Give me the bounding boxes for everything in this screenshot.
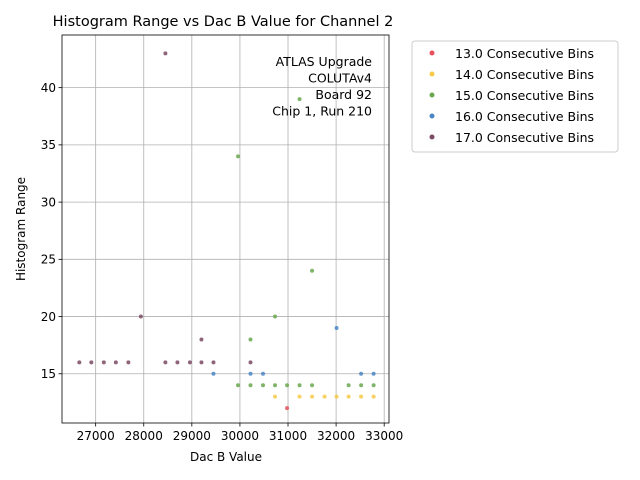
data-point-series-2 bbox=[310, 394, 315, 399]
data-point-series-2 bbox=[359, 394, 364, 399]
legend-label: 17.0 Consecutive Bins bbox=[455, 130, 594, 145]
annotation-line: COLUTAv4 bbox=[308, 71, 372, 86]
data-point-series-5 bbox=[187, 360, 192, 365]
legend-marker bbox=[429, 71, 435, 77]
legend-label: 13.0 Consecutive Bins bbox=[455, 46, 594, 61]
legend-frame bbox=[411, 40, 619, 153]
data-point-series-3 bbox=[297, 97, 302, 102]
data-point-series-4 bbox=[248, 371, 253, 376]
data-point-series-5 bbox=[101, 360, 106, 365]
data-point-series-2 bbox=[371, 394, 376, 399]
data-point-series-3 bbox=[359, 383, 364, 388]
data-point-series-3 bbox=[371, 383, 376, 388]
data-point-series-3 bbox=[297, 383, 302, 388]
data-point-series-3 bbox=[285, 383, 290, 388]
annotation-line: ATLAS Upgrade bbox=[276, 54, 373, 69]
x-tick-label: 27000 bbox=[77, 429, 115, 443]
data-point-series-3 bbox=[273, 314, 278, 319]
legend-label: 14.0 Consecutive Bins bbox=[455, 67, 594, 82]
legend-marker bbox=[429, 134, 435, 140]
data-point-series-5 bbox=[113, 360, 118, 365]
chart-title: Histogram Range vs Dac B Value for Chann… bbox=[53, 14, 394, 30]
x-tick-label: 32000 bbox=[317, 429, 355, 443]
x-tick-label: 28000 bbox=[125, 429, 163, 443]
legend: 13.0 Consecutive Bins 14.0 Consecutive Bi… bbox=[411, 40, 619, 153]
data-point-series-3 bbox=[310, 383, 315, 388]
legend-marker bbox=[429, 113, 435, 119]
data-point-series-3 bbox=[273, 383, 278, 388]
data-point-series-3 bbox=[236, 383, 241, 388]
x-tick-label: 29000 bbox=[173, 429, 211, 443]
data-point-series-5 bbox=[126, 360, 131, 365]
data-point-series-5 bbox=[199, 337, 204, 342]
data-point-series-3 bbox=[248, 383, 253, 388]
data-point-series-3 bbox=[261, 383, 266, 388]
data-point-series-5 bbox=[163, 51, 168, 56]
data-point-series-2 bbox=[273, 394, 278, 399]
data-point-series-4 bbox=[371, 371, 376, 376]
data-point-series-2 bbox=[346, 394, 351, 399]
x-tick-label: 31000 bbox=[269, 429, 307, 443]
data-point-series-4 bbox=[211, 371, 216, 376]
x-axis-label: Dac B Value bbox=[190, 450, 262, 464]
data-point-series-3 bbox=[346, 383, 351, 388]
data-point-series-2 bbox=[322, 394, 327, 399]
y-tick-label: 40 bbox=[41, 81, 56, 95]
grid-lines bbox=[62, 35, 389, 423]
data-point-series-5 bbox=[199, 360, 204, 365]
x-tick-label: 30000 bbox=[221, 429, 259, 443]
y-tick-label: 25 bbox=[41, 253, 56, 267]
legend-marker bbox=[429, 92, 435, 98]
y-tick-label: 30 bbox=[41, 195, 56, 209]
legend-label: 16.0 Consecutive Bins bbox=[455, 109, 594, 124]
data-point-series-1 bbox=[285, 406, 290, 411]
annotation-line: Chip 1, Run 210 bbox=[272, 104, 372, 119]
data-point-series-5 bbox=[77, 360, 82, 365]
axis-ticks: 27000 28000 29000 30000 31000 32000 33000 15 20 2… bbox=[41, 81, 404, 443]
legend-label: 15.0 Consecutive Bins bbox=[455, 88, 594, 103]
data-point-series-5 bbox=[138, 314, 143, 319]
data-point-series-3 bbox=[310, 268, 315, 273]
data-point-series-4 bbox=[261, 371, 266, 376]
annotation-line: Board 92 bbox=[315, 87, 372, 102]
y-tick-label: 35 bbox=[41, 138, 56, 152]
x-tick-label: 33000 bbox=[365, 429, 403, 443]
y-tick-label: 15 bbox=[41, 367, 56, 381]
legend-marker bbox=[429, 50, 435, 56]
data-point-series-5 bbox=[175, 360, 180, 365]
data-point-series-2 bbox=[334, 394, 339, 399]
plot-frame bbox=[61, 34, 390, 424]
data-point-series-3 bbox=[248, 337, 253, 342]
data-point-series-5 bbox=[163, 360, 168, 365]
data-point-series-4 bbox=[334, 326, 339, 331]
y-tick-label: 20 bbox=[41, 310, 56, 324]
y-axis-label: Histogram Range bbox=[14, 177, 28, 281]
data-point-series-4 bbox=[359, 371, 364, 376]
data-point-series-5 bbox=[248, 360, 253, 365]
data-point-series-2 bbox=[297, 394, 302, 399]
data-point-series-5 bbox=[89, 360, 94, 365]
data-point-series-5 bbox=[211, 360, 216, 365]
data-point-series-3 bbox=[236, 154, 241, 159]
data-points bbox=[77, 51, 376, 411]
